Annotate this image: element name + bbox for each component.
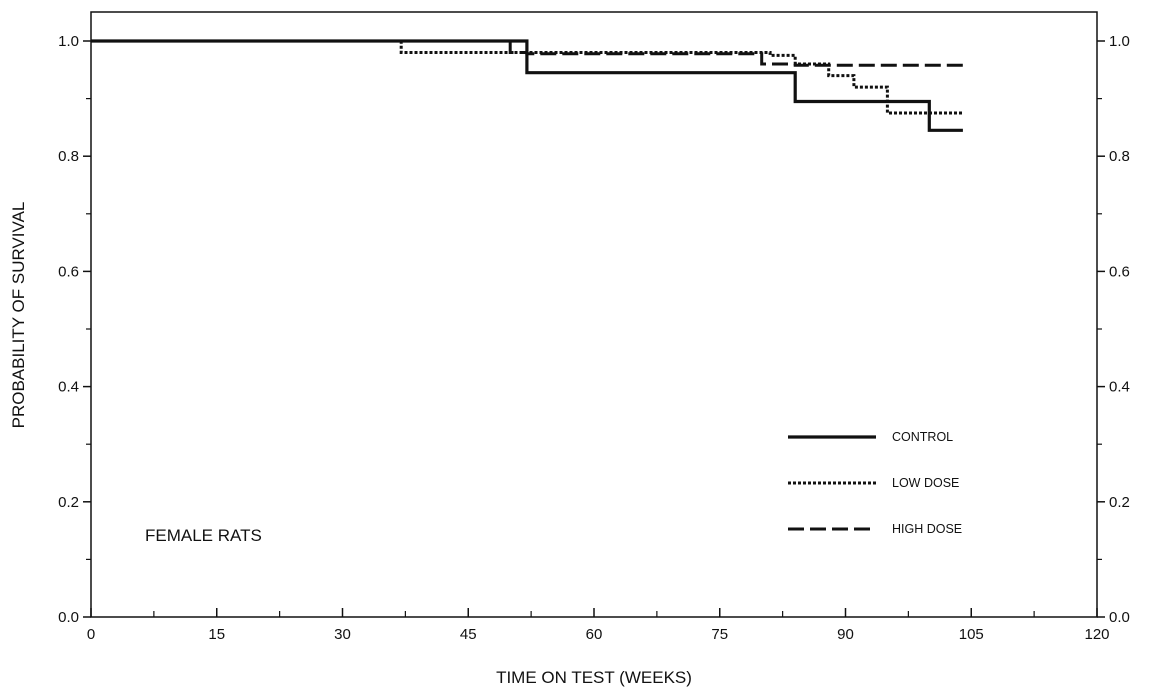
right-y-tick-label: 0.6: [1109, 263, 1130, 280]
x-tick-label: 90: [837, 626, 854, 643]
legend-label: HIGH DOSE: [892, 522, 962, 536]
x-tick-label: 45: [460, 626, 477, 643]
y-tick-label: 0.6: [58, 263, 79, 280]
y-axis-title: PROBABILITY OF SURVIVAL: [9, 202, 28, 429]
right-y-tick-label: 1.0: [1109, 33, 1130, 50]
right-y-tick-label: 0.8: [1109, 148, 1130, 165]
legend-label: LOW DOSE: [892, 476, 959, 490]
right-y-tick-label: 0.2: [1109, 494, 1130, 511]
x-tick-label: 105: [959, 626, 984, 643]
x-tick-label: 15: [208, 626, 225, 643]
x-tick-label: 30: [334, 626, 351, 643]
y-tick-label: 0.2: [58, 494, 79, 511]
series-high-dose-line: [91, 39, 963, 67]
x-tick-label: 0: [87, 626, 95, 643]
y-tick-label: 1.0: [58, 33, 79, 50]
right-y-tick-label: 0.0: [1109, 609, 1130, 626]
x-tick-label: 75: [711, 626, 728, 643]
x-axis-title: TIME ON TEST (WEEKS): [496, 668, 692, 687]
series-control-line: [91, 39, 963, 132]
legend-label: CONTROL: [892, 430, 953, 444]
right-y-tick-label: 0.4: [1109, 379, 1130, 396]
y-tick-label: 0.8: [58, 148, 79, 165]
x-tick-label: 60: [586, 626, 603, 643]
y-tick-label: 0.4: [58, 379, 79, 396]
x-tick-label: 120: [1084, 626, 1109, 643]
y-tick-label: 0.0: [58, 609, 79, 626]
legend: CONTROL LOW DOSE HIGH DOSE: [788, 430, 962, 536]
female-rats-annotation: FEMALE RATS: [145, 526, 262, 545]
